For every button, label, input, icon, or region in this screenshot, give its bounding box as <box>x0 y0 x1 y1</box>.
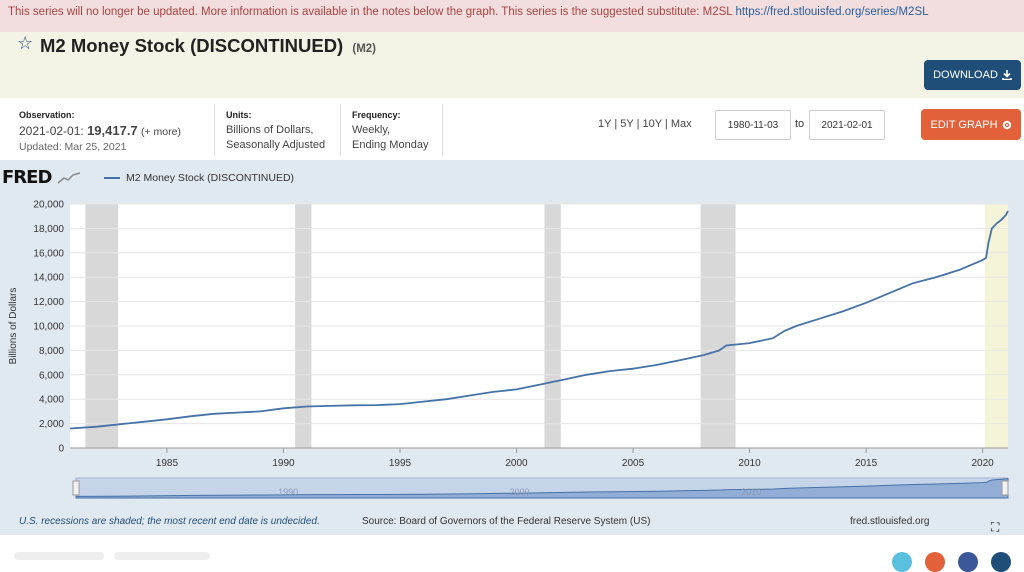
range-separator: | <box>611 118 621 130</box>
range-links: 1Y | 5Y | 10Y | Max <box>598 118 692 130</box>
legend-swatch <box>104 177 120 179</box>
download-label: DOWNLOAD <box>933 69 998 81</box>
navigator-right-handle[interactable] <box>1001 480 1009 496</box>
recession-note: U.S. recessions are shaded; the most rec… <box>19 516 320 527</box>
y-tick-label: 20,000 <box>33 200 64 211</box>
y-tick-label: 0 <box>58 444 64 455</box>
substitute-series-link[interactable]: https://fred.stlouisfed.org/series/M2SL <box>735 6 929 18</box>
series-line[interactable] <box>69 210 1009 430</box>
navigator-tick-label: 2010 <box>741 487 761 497</box>
x-tick-label: 1990 <box>272 458 295 469</box>
y-axis-label: Billions of Dollars <box>8 288 19 365</box>
start-date-input[interactable]: 1980-11-03 <box>715 110 791 140</box>
updated-date: Updated: Mar 25, 2021 <box>19 141 127 153</box>
edit-graph-label: EDIT GRAPH <box>930 118 998 131</box>
y-tick-label: 4,000 <box>39 395 64 406</box>
y-tick-label: 16,000 <box>33 248 64 259</box>
gear-icon <box>1002 120 1011 129</box>
x-tick-label: 1995 <box>389 458 412 469</box>
units-block: Units: Billions of Dollars, Seasonally A… <box>226 108 325 153</box>
divider <box>340 104 341 156</box>
observation-more-link[interactable]: (+ more) <box>141 126 181 138</box>
bottom-tab[interactable] <box>114 552 210 560</box>
bottom-tab[interactable] <box>14 552 104 560</box>
page-title: M2 Money Stock (DISCONTINUED) (M2) <box>40 35 376 57</box>
chart-legend: M2 Money Stock (DISCONTINUED) <box>104 172 294 184</box>
frequency-label: Frequency: <box>352 110 401 120</box>
units-line1: Billions of Dollars, <box>226 124 314 136</box>
share-icon[interactable] <box>991 552 1011 572</box>
legend-label: M2 Money Stock (DISCONTINUED) <box>126 172 295 184</box>
series-title: M2 Money Stock (DISCONTINUED) <box>40 35 344 56</box>
fred-logo: FRED <box>2 167 81 188</box>
x-tick-label: 2000 <box>505 458 528 469</box>
end-date-input[interactable]: 2021-02-01 <box>809 110 885 140</box>
x-tick-label: 2020 <box>971 458 994 469</box>
y-tick-label: 2,000 <box>39 419 64 430</box>
share-icon[interactable] <box>892 552 912 572</box>
fred-chart-icon <box>57 172 80 184</box>
source-text: Source: Board of Governors of the Federa… <box>362 516 651 527</box>
range-10y[interactable]: 10Y <box>642 118 662 130</box>
download-icon <box>1002 70 1012 80</box>
frequency-line2: Ending Monday <box>352 139 429 151</box>
observation-date: 2021-02-01: <box>19 124 84 138</box>
range-1y[interactable]: 1Y <box>598 118 612 130</box>
navigator-tick-label: 2000 <box>510 487 530 497</box>
navigator-tick-label: 1990 <box>278 487 298 497</box>
observation-value: 19,417.7 <box>87 123 138 138</box>
y-tick-label: 10,000 <box>33 322 64 333</box>
units-label: Units: <box>226 110 252 120</box>
range-separator: | <box>661 118 671 130</box>
y-tick-label: 12,000 <box>33 297 64 308</box>
title-bar <box>0 32 1024 98</box>
to-label: to <box>795 118 805 130</box>
site-link[interactable]: fred.stlouisfed.org <box>850 516 930 527</box>
frequency-block: Frequency: Weekly, Ending Monday <box>352 108 428 153</box>
discontinued-notice: This series will no longer be updated. M… <box>0 0 1024 32</box>
x-tick-label: 1985 <box>156 458 179 469</box>
download-button[interactable]: DOWNLOAD <box>924 60 1021 90</box>
observation-label: Observation: <box>19 110 75 120</box>
range-5y[interactable]: 5Y <box>620 118 634 130</box>
divider <box>214 104 215 156</box>
star-icon[interactable]: ☆ <box>17 33 34 53</box>
y-tick-label: 14,000 <box>33 273 64 284</box>
notice-text: This series will no longer be updated. M… <box>8 6 733 18</box>
navigator-series <box>75 478 1009 499</box>
range-max[interactable]: Max <box>670 118 692 130</box>
line-chart[interactable]: 0 2,000 4,000 6,000 8,000 10,000 12,000 14,000 1… <box>0 188 1024 508</box>
edit-graph-button[interactable]: EDIT GRAPH <box>921 109 1021 140</box>
y-tick-label: 18,000 <box>33 224 64 235</box>
divider <box>442 104 443 156</box>
range-separator: | <box>633 118 643 130</box>
y-tick-label: 8,000 <box>39 346 64 357</box>
frequency-line1: Weekly, <box>352 124 391 136</box>
fullscreen-icon[interactable]: ⛶ <box>991 520 1000 534</box>
x-tick-label: 2015 <box>855 458 878 469</box>
fred-logo-text: FRED <box>2 167 52 188</box>
series-id: (M2) <box>352 43 376 55</box>
navigator-left-handle[interactable] <box>72 480 80 496</box>
observation-block: Observation: 2021-02-01: 19,417.7 (+ mor… <box>19 108 181 155</box>
share-icon[interactable] <box>925 552 945 572</box>
y-tick-label: 6,000 <box>39 370 64 381</box>
bottom-strip <box>0 535 1024 558</box>
share-icon[interactable] <box>958 552 978 572</box>
x-tick-label: 2005 <box>622 458 645 469</box>
x-tick-label: 2010 <box>738 458 761 469</box>
units-line2: Seasonally Adjusted <box>226 139 326 151</box>
